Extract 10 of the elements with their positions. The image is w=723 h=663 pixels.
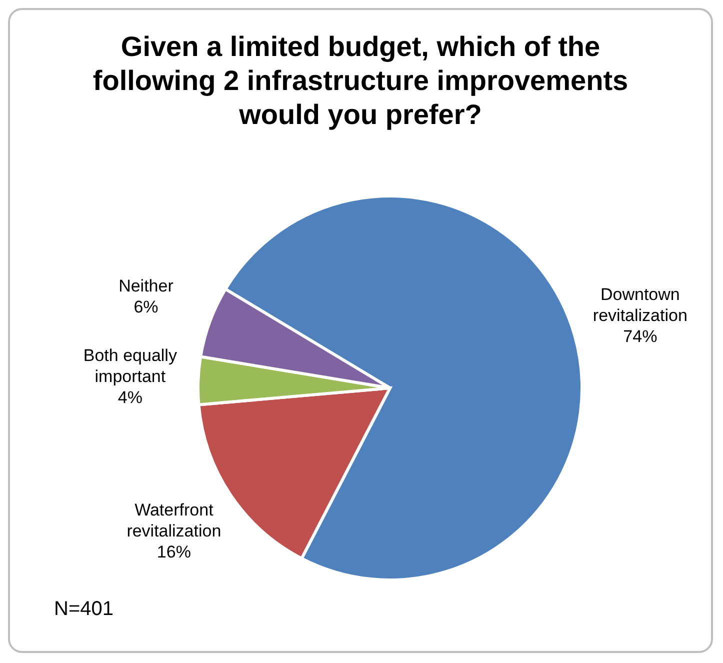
data-label: 6% [134,298,158,318]
slice-label: Neither [118,277,174,296]
slice-label: Downtown revitalization [592,286,688,326]
chart-title: Given a limited budget, which of the following 2 infrastructure improvements would you prefer? [92,30,630,132]
slice-label: Both equally important [83,346,178,387]
slice-label: Waterfront revitalization [126,501,222,542]
data-label: 74% [623,328,658,347]
text: N=401 [54,598,114,621]
data-label: 4% [118,388,142,408]
data-label: 16% [156,543,191,562]
